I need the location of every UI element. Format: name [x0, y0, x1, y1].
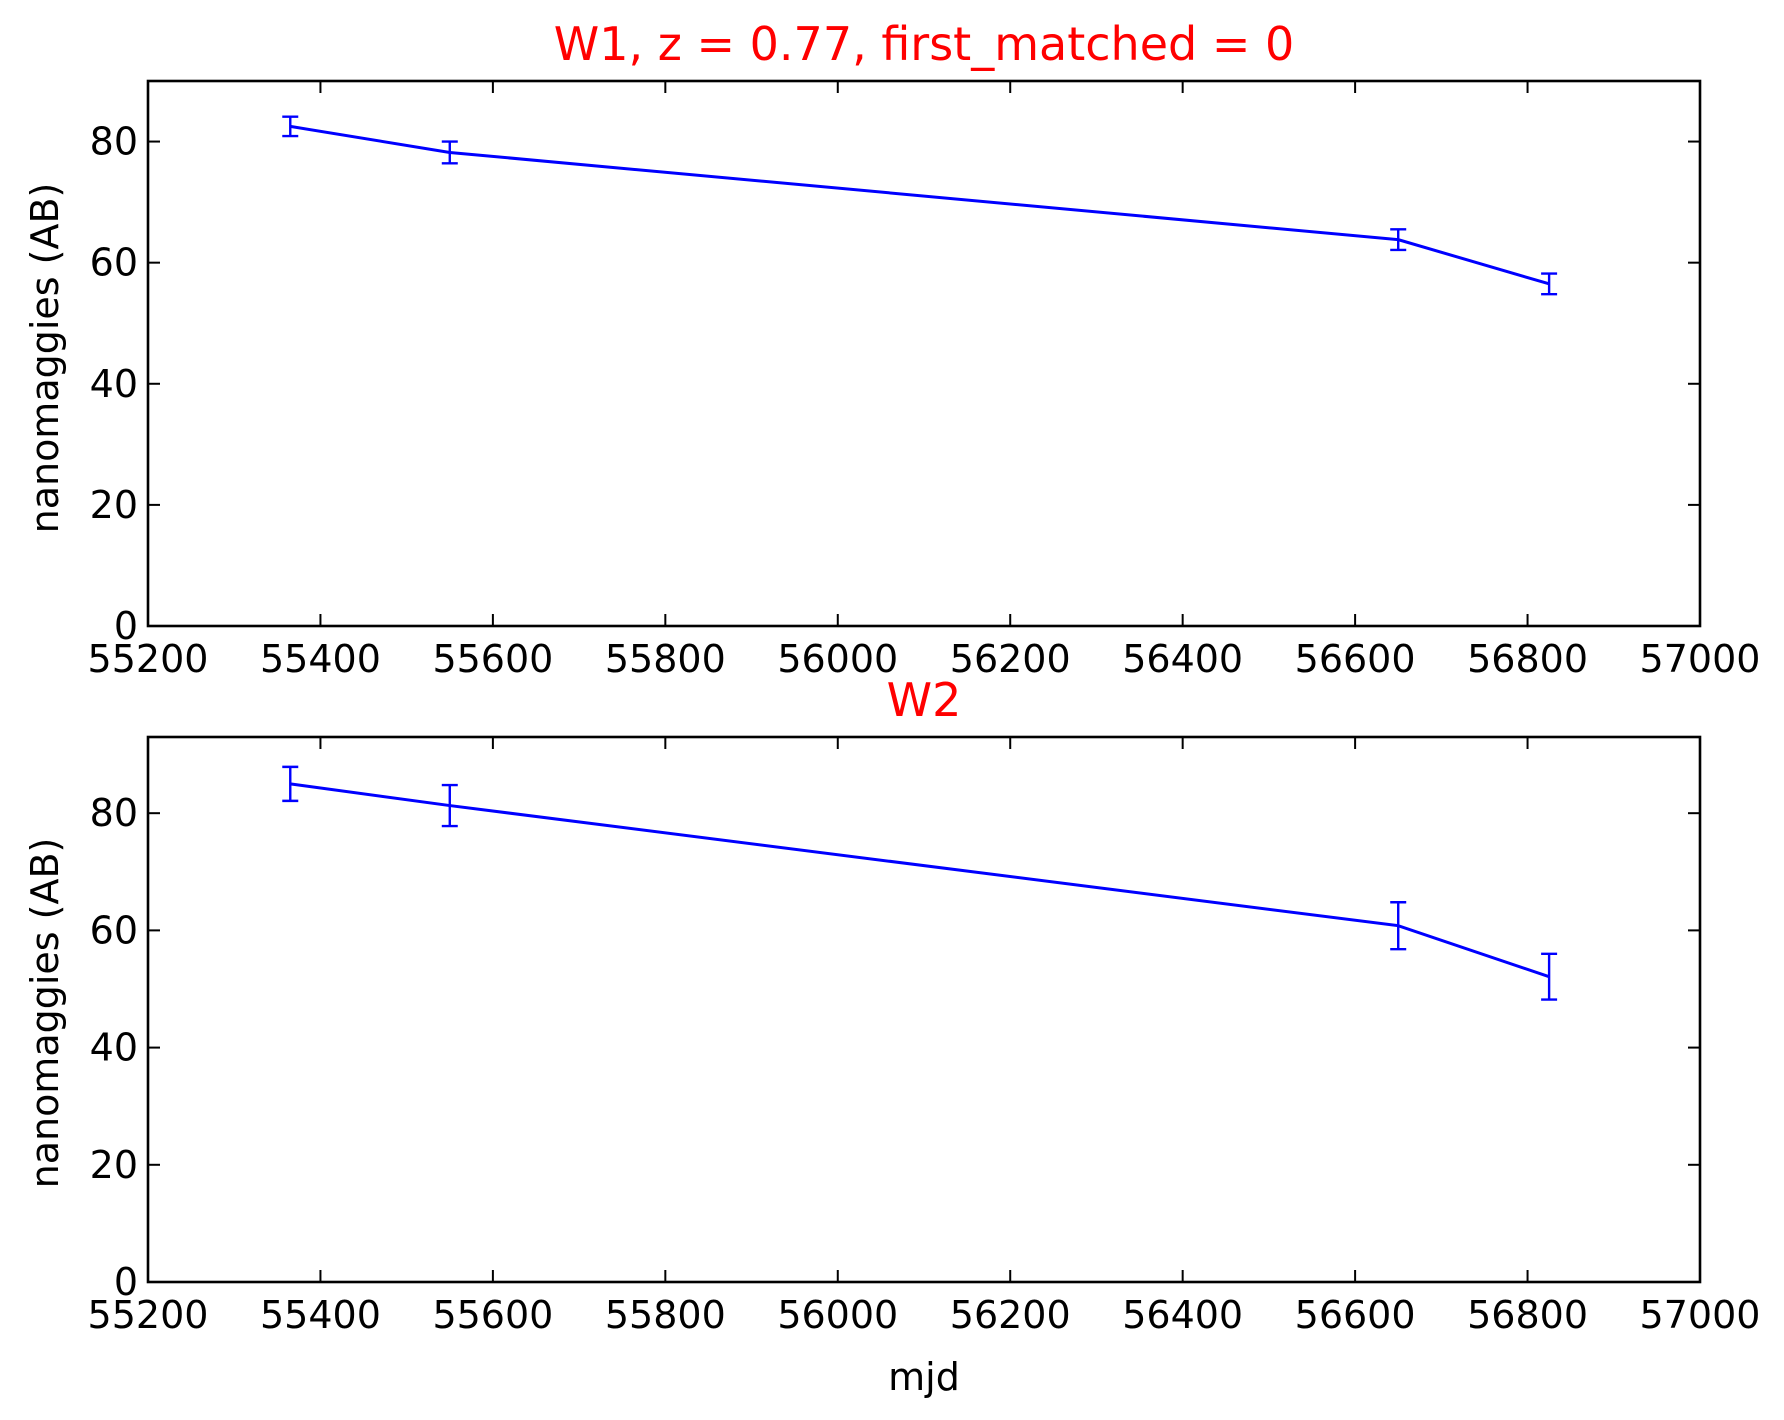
w1-y-tick-label: 80 [90, 120, 138, 164]
w1-data-point [1390, 228, 1407, 252]
w2-y-tick-label: 60 [90, 908, 138, 952]
w2-x-tick-label: 56000 [777, 1293, 898, 1337]
w2-x-tick-label: 55600 [432, 1293, 553, 1337]
w2-title: W2 [887, 673, 962, 727]
w2-x-tick-label: 57000 [1640, 1293, 1761, 1337]
w1-x-tick-label: 55400 [260, 637, 381, 681]
w1-y-tick-label: 60 [90, 241, 138, 285]
w2-x-axis-label: mjd [888, 1355, 960, 1399]
w2-y-tick-label: 40 [90, 1026, 138, 1070]
w2-data-point [1390, 901, 1407, 951]
w1-x-tick-label: 56000 [777, 637, 898, 681]
w2-x-tick-label: 56400 [1122, 1293, 1243, 1337]
w1-x-tick-label: 55600 [432, 637, 553, 681]
w2-ticks: 55200 55400 55600 55800 56000 56200 56400 56600… [88, 737, 1761, 1337]
w1-x-tick-label: 56600 [1295, 637, 1416, 681]
w2-x-tick-label: 55800 [605, 1293, 726, 1337]
w2-x-tick-label: 56800 [1467, 1293, 1588, 1337]
w1-y-tick-label: 0 [114, 604, 138, 648]
w1-x-tick-label: 56400 [1122, 637, 1243, 681]
w2-y-axis-label: nanomaggies (AB) [23, 838, 67, 1189]
w1-x-tick-label: 55200 [88, 637, 209, 681]
w1-ticks: 55200 55400 55600 55800 56000 56200 56400 56600… [88, 81, 1761, 681]
w2-marks [282, 765, 1558, 1001]
w1-data-point [1541, 272, 1558, 296]
w2-data-point [282, 765, 299, 803]
w1-x-tick-label: 57000 [1640, 637, 1761, 681]
w1-x-tick-label: 56800 [1467, 637, 1588, 681]
w1-x-tick-label: 56200 [950, 637, 1071, 681]
w2-data-point [441, 783, 458, 828]
w1-plot-frame [146, 79, 1702, 628]
w1-data-point [441, 140, 458, 165]
w1-series-line [290, 124, 1550, 286]
w2-series-line [290, 782, 1550, 979]
w1-data-point [282, 115, 299, 138]
w1-y-tick-label: 20 [90, 483, 138, 527]
w1-title: W1, z = 0.77, first_matched = 0 [554, 17, 1295, 71]
w2-panel: W2 nanomaggies (AB) mjd 55200 55400 55600 5… [23, 673, 1760, 1399]
w1-panel: W1, z = 0.77, first_matched = 0 nanomagg… [23, 17, 1760, 681]
w2-plot-frame [146, 735, 1702, 1284]
w1-x-tick-label: 55800 [605, 637, 726, 681]
w2-data-point [1541, 952, 1558, 1001]
w2-x-tick-label: 55200 [88, 1293, 209, 1337]
w2-y-tick-label: 20 [90, 1143, 138, 1187]
w2-x-tick-label: 56600 [1295, 1293, 1416, 1337]
w2-y-tick-label: 80 [90, 791, 138, 835]
w2-y-tick-label: 0 [114, 1260, 138, 1304]
w2-x-tick-label: 56200 [950, 1293, 1071, 1337]
w1-y-tick-label: 40 [90, 362, 138, 406]
w1-y-axis-label: nanomaggies (AB) [23, 183, 67, 534]
w1-marks [282, 115, 1558, 296]
w2-x-tick-label: 55400 [260, 1293, 381, 1337]
